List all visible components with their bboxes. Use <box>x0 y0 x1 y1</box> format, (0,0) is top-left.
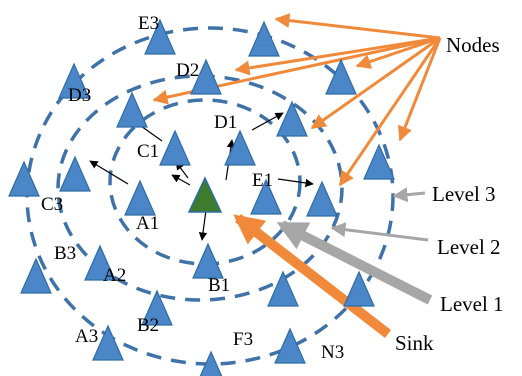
callout-level-3: Level 3 <box>432 182 496 206</box>
node-triangle <box>8 160 40 197</box>
label-d3: D3 <box>68 85 91 106</box>
label-c3: C3 <box>41 194 63 215</box>
node-triangle <box>141 289 173 326</box>
node-triangle <box>267 270 299 307</box>
callout-labels: Nodes Level 3 Level 2 Level 1 Sink <box>395 33 504 355</box>
callout-nodes: Nodes <box>446 33 500 57</box>
node-triangle <box>343 270 375 307</box>
label-b3: B3 <box>54 243 76 264</box>
callout-level-2: Level 2 <box>437 235 501 259</box>
node-triangle <box>116 91 148 128</box>
node-group <box>8 18 395 376</box>
node-triangle <box>92 324 124 361</box>
node-triangle <box>276 100 308 137</box>
node-triangle <box>144 18 176 55</box>
label-b1: B1 <box>208 275 230 296</box>
label-c1: C1 <box>137 141 159 162</box>
node-triangle <box>58 62 90 99</box>
label-a3: A3 <box>75 326 98 347</box>
label-n3: N3 <box>321 342 344 363</box>
node-triangle <box>59 155 91 192</box>
callout-level-1: Level 1 <box>440 292 504 316</box>
level-3-pointer <box>392 187 426 203</box>
node-triangle <box>199 350 223 376</box>
node-triangle <box>250 178 282 215</box>
level-1-pointer <box>276 220 433 305</box>
sink-node <box>187 176 223 213</box>
node-triangle <box>248 20 280 57</box>
node-triangle <box>159 129 191 166</box>
label-e3: E3 <box>138 13 159 34</box>
label-a2: A2 <box>103 265 126 286</box>
node-labels: E3 D2 D3 C1 D1 E1 C3 A1 B3 A2 B1 B2 A3 F… <box>41 13 344 363</box>
node-triangle <box>84 244 116 281</box>
label-e1: E1 <box>252 170 273 191</box>
node-triangle <box>274 327 306 364</box>
nodes-callout-arrows <box>152 13 442 187</box>
arrow-d1-to-node <box>251 112 284 131</box>
label-d1: D1 <box>214 112 237 133</box>
node-triangle <box>190 58 222 95</box>
node-triangle <box>20 257 52 294</box>
level-2-pointer <box>330 222 429 242</box>
sink-pointer <box>233 214 392 338</box>
label-b2: B2 <box>137 315 159 336</box>
arrow-sink-to-a1 <box>171 174 191 186</box>
label-d2: D2 <box>176 60 199 81</box>
label-f3: F3 <box>233 329 253 350</box>
node-triangle <box>306 180 338 217</box>
node-triangle <box>124 179 156 216</box>
arrow-a1-to-c3 <box>89 160 129 185</box>
node-triangle <box>325 58 357 95</box>
node-triangle <box>363 143 395 180</box>
label-a1: A1 <box>136 213 159 234</box>
node-triangle <box>224 129 256 166</box>
level-callout-arrows <box>233 187 433 338</box>
arrow-e1-to-node <box>277 178 314 188</box>
node-triangle <box>192 242 224 279</box>
callout-sink: Sink <box>395 331 434 355</box>
arrow-sink-to-b1 <box>198 209 208 241</box>
